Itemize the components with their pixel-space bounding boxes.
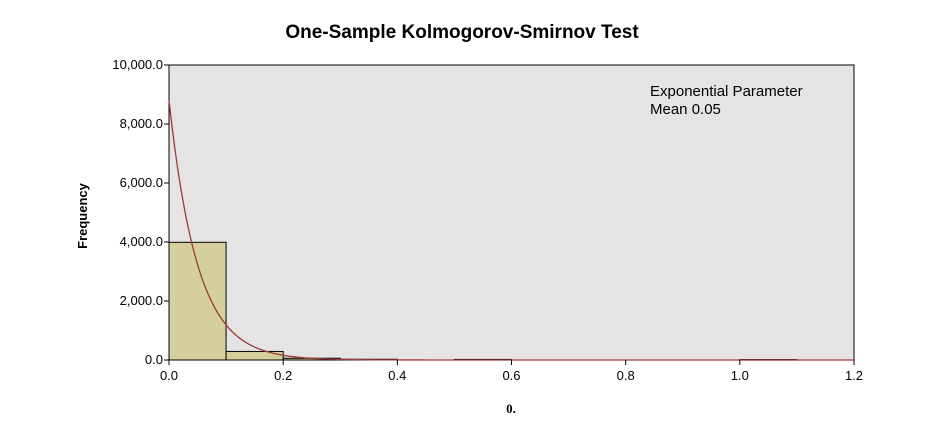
histogram-bar-1: [225, 350, 284, 361]
y-axis: 0.0 2,000.0 4,000.0 6,000.0 8,000.0 10,000.0: [112, 57, 169, 367]
x-tick-label: 1.2: [845, 368, 863, 383]
plot-area: [168, 64, 855, 361]
chart-title: One-Sample Kolmogorov-Smirnov Test: [285, 22, 639, 43]
y-axis-label: Frequency: [75, 182, 90, 249]
annotation-line-2: Mean 0.05: [650, 101, 721, 118]
y-tick-label: 4,000.0: [120, 234, 163, 249]
y-tick-label: 2,000.0: [120, 293, 163, 308]
x-tick-label: 1.0: [731, 368, 749, 383]
x-tick-label: 0.6: [502, 368, 520, 383]
y-tick-label: 8,000.0: [120, 116, 163, 131]
y-tick-label: 10,000.0: [112, 57, 163, 72]
x-axis: 0.0 0.2 0.4 0.6 0.8 1.0 1.2: [160, 360, 863, 383]
x-tick-label: 0.0: [160, 368, 178, 383]
x-axis-label: 0.: [506, 401, 516, 416]
x-tick-label: 0.4: [388, 368, 406, 383]
annotation-line-1: Exponential Parameter: [650, 83, 803, 100]
y-tick-label: 6,000.0: [120, 175, 163, 190]
x-tick-label: 0.8: [617, 368, 635, 383]
histogram-bar-0: [168, 241, 227, 361]
x-tick-label: 0.2: [274, 368, 292, 383]
y-tick-label: 0.0: [145, 352, 163, 367]
